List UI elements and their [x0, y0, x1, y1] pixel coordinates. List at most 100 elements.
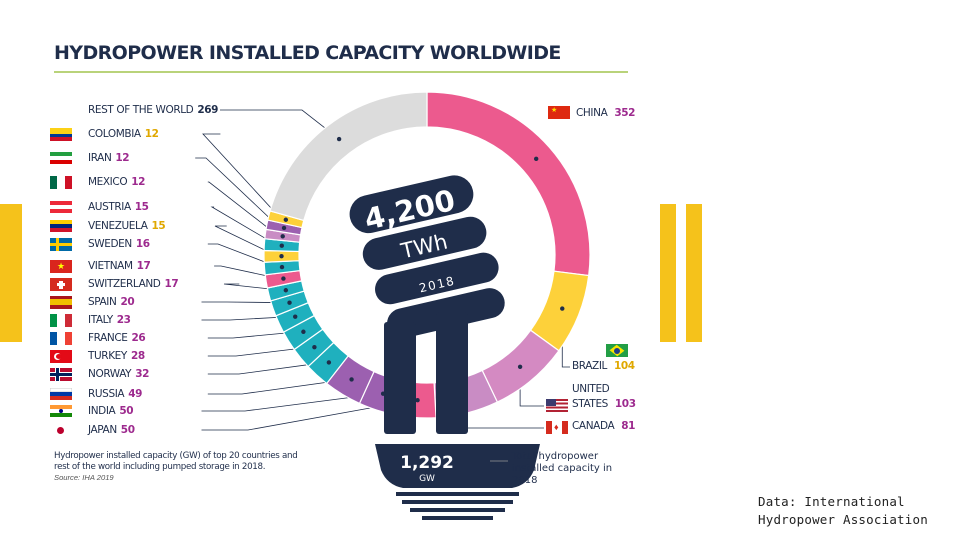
leader-dot-iran	[281, 225, 287, 231]
country-value: 15	[151, 220, 166, 232]
left-label-rest-of-the-world: REST OF THE WORLD 269	[50, 102, 218, 118]
leader-dot-china	[533, 156, 539, 162]
left-accent-bar	[0, 204, 22, 342]
chart-title: HYDROPOWER INSTALLED CAPACITY WORLDWIDE	[54, 42, 561, 64]
country-value: 17	[136, 260, 151, 272]
leader-sweden	[207, 243, 279, 268]
country-name: JAPAN 50	[88, 424, 135, 436]
left-label-sweden: SWEDEN 16	[50, 236, 150, 252]
country-value: 23	[116, 314, 131, 326]
leader-dot-france	[301, 329, 306, 334]
leader-italy	[201, 316, 292, 321]
left-label-france: FRANCE 26	[50, 330, 146, 346]
left-label-colombia: COLOMBIA 12	[50, 126, 159, 142]
country-name: ITALY 23	[88, 314, 131, 326]
leader-dot-russia	[349, 377, 354, 382]
leader-dot-sweden	[279, 264, 285, 270]
country-name: COLOMBIA 12	[88, 128, 159, 140]
left-label-india: INDIA 50	[50, 403, 134, 419]
leader-colombia	[202, 133, 283, 221]
country-value: 12	[115, 152, 130, 164]
leader-japan	[201, 399, 414, 431]
canada-name: CANADA	[572, 420, 615, 432]
leader-dot-united-states	[517, 364, 523, 370]
russia-flag	[50, 387, 72, 401]
source-note: Source: IHA 2019	[54, 473, 114, 482]
spain-flag	[50, 295, 72, 309]
filament-coil-1	[349, 175, 474, 234]
bulb-ridge-1	[396, 492, 519, 496]
total-note-line-2: installed capacity in 2018	[512, 463, 613, 486]
leader-dot-india	[380, 391, 386, 396]
leader-russia	[207, 379, 348, 395]
bulb-base	[375, 444, 540, 488]
country-name: IRAN 12	[88, 152, 130, 164]
country-name: FRANCE 26	[88, 332, 146, 344]
total-value: 1,292	[400, 453, 454, 473]
brazil-name: BRAZIL	[572, 360, 607, 372]
leader-dot-venezuela	[279, 254, 284, 259]
country-name: NORWAY 32	[88, 368, 149, 380]
left-label-mexico: MEXICO 12	[50, 174, 145, 190]
brazil-label: BRAZIL 104	[572, 360, 635, 372]
us-label: STATES 103	[572, 398, 636, 410]
leader-dot-rest-of-the-world	[336, 136, 342, 142]
china-value: 352	[614, 107, 636, 119]
country-value: 50	[119, 405, 134, 417]
country-name: TURKEY 28	[88, 350, 145, 362]
bulb-ridge-4	[422, 516, 493, 520]
country-name: INDIA 50	[88, 405, 134, 417]
us-name: STATES	[572, 398, 608, 410]
filament-post-left	[384, 322, 416, 434]
leader-austria	[210, 206, 278, 247]
country-value: 269	[197, 104, 219, 116]
leader-norway	[207, 362, 325, 375]
country-value: 20	[120, 296, 135, 308]
leader-dot-switzerland	[283, 288, 289, 293]
total-unit: GW	[419, 474, 435, 484]
japan-flag	[50, 423, 72, 437]
leader-turkey	[207, 346, 311, 357]
italy-flag	[50, 313, 72, 327]
left-label-japan: JAPAN 50	[50, 422, 135, 438]
austria-flag	[50, 200, 72, 214]
brazil-flag	[606, 344, 628, 357]
country-name: AUSTRIA 15	[88, 201, 149, 213]
country-value: 49	[128, 388, 143, 400]
slice-rest-of-the-world	[269, 91, 428, 222]
left-label-spain: SPAIN 20	[50, 294, 135, 310]
vietnam-flag: ★	[50, 259, 72, 273]
leader-mexico	[207, 181, 279, 237]
leader-dot-japan	[415, 397, 420, 403]
data-source-line-1: Data: International	[758, 494, 905, 509]
canada-label: CANADA 81	[572, 420, 635, 432]
total-note-line-1: Total hydropower	[512, 451, 599, 462]
turkey-flag	[50, 349, 72, 363]
leader-switzerland	[223, 283, 282, 291]
canada-flag: ♦	[546, 421, 568, 434]
bulb-icon: 4,200 TWh 2018 1,292 GW	[349, 175, 540, 520]
china-name: CHINA	[576, 107, 608, 119]
leader-dot-norway	[326, 360, 332, 365]
country-name: SPAIN 20	[88, 296, 135, 308]
canada-value: 81	[621, 420, 636, 432]
country-name: MEXICO 12	[88, 176, 145, 188]
donut-chart: 4,200 TWh 2018 1,292 GW	[195, 91, 591, 520]
bulb-ridge-2	[402, 500, 513, 504]
left-label-switzerland: SWITZERLAND 17	[50, 276, 179, 292]
country-value: 15	[134, 201, 149, 213]
left-label-russia: RUSSIA 49	[50, 386, 142, 402]
leader-dot-canada	[460, 393, 466, 399]
country-name: SWITZERLAND 17	[88, 278, 179, 290]
country-value: 32	[135, 368, 149, 380]
country-name: VENEZUELA 15	[88, 220, 166, 232]
filament-post-right	[436, 312, 468, 434]
leader-dot-spain	[287, 300, 292, 305]
country-value: 26	[131, 332, 146, 344]
leader-dot-vietnam	[281, 276, 286, 281]
footnote: Hydropower installed capacity (GW) of to…	[54, 451, 298, 473]
country-value: 17	[164, 278, 179, 290]
leader-vietnam	[214, 265, 280, 279]
country-value: 12	[144, 128, 159, 140]
us-value: 103	[614, 398, 636, 410]
